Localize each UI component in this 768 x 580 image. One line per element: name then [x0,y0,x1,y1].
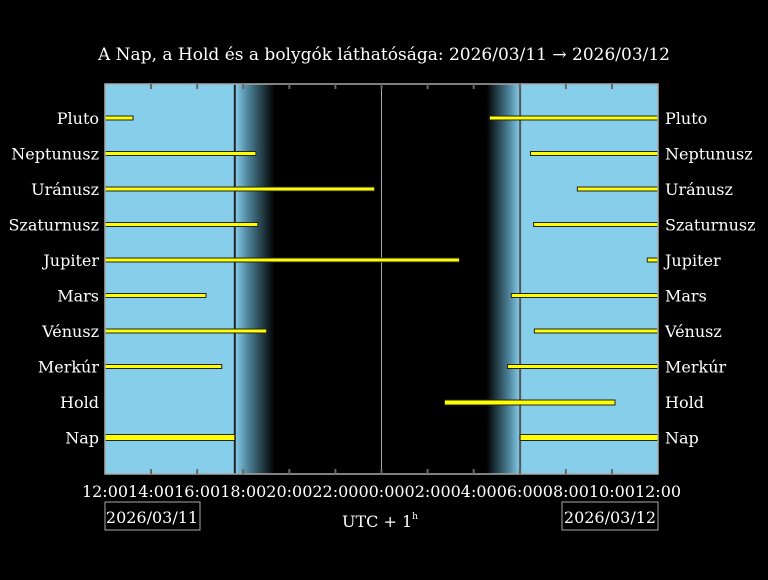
row-label-left: Mars [57,287,99,306]
visibility-bar-Mars [104,293,207,298]
row-label-left: Nap [65,429,99,448]
row-label-right: Jupiter [663,251,721,270]
visibility-bar-Neptunusz [104,151,257,156]
row-label-left: Merkúr [38,358,100,377]
chart-title: A Nap, a Hold és a bolygók láthatósága: … [97,45,670,65]
x-tick-label: 10:00 [589,482,635,501]
day-region-left [105,84,235,474]
dusk-twilight [234,84,275,474]
row-label-right: Vénusz [664,322,722,341]
row-label-right: Hold [665,393,704,412]
visibility-bar-Merkúr [506,364,659,369]
row-label-right: Mars [665,287,707,306]
date-left: 2026/03/11 [106,508,198,527]
plot-background [105,84,658,474]
row-label-right: Uránusz [665,180,733,199]
date-right-box [561,501,659,531]
x-tick-label: 14:00 [128,482,174,501]
visibility-bar-Merkúr [104,364,223,369]
visibility-bar-Uránusz [104,186,376,192]
visibility-bar-Szaturnusz [533,222,659,227]
row-label-right: Pluto [665,109,707,128]
row-label-right: Neptunusz [665,145,753,164]
day-region-right [520,84,658,474]
visibility-bar-Jupiter [104,257,460,263]
x-tick-label: 04:00 [451,482,497,501]
x-axis-label: UTC + 1h [342,512,418,531]
visibility-bar-Jupiter [646,257,659,263]
x-tick-label: 08:00 [543,482,589,501]
visibility-bar-Mars [510,293,659,298]
visibility-bar-Pluto [488,115,659,121]
row-label-left: Vénusz [41,322,99,341]
row-labels: Pluto Pluto Neptunusz Neptunusz Uránusz Uránu… [8,109,755,448]
x-tick-labels: 12:00 14:00 16:00 18:00 20:00 22:00 00:00 02:00… [82,482,681,501]
x-tick-label: 00:00 [358,482,404,501]
row-label-right: Nap [665,429,699,448]
visibility-bar-Vénusz [533,328,659,334]
x-tick-label: 20:00 [266,482,312,501]
row-label-left: Pluto [57,109,99,128]
date-left-box [104,501,201,531]
row-label-left: Szaturnusz [8,216,99,235]
plot-frame [104,83,659,475]
row-label-left: Uránusz [31,180,99,199]
visibility-bar-Pluto [104,115,134,121]
x-tick-label: 02:00 [405,482,451,501]
dawn-twilight [486,84,521,474]
row-label-left: Jupiter [41,251,99,270]
visibility-bar-Neptunusz [530,151,659,156]
row-label-left: Neptunusz [11,145,99,164]
x-tick-label: 06:00 [497,482,543,501]
visibility-bar-Uránusz [576,186,659,192]
x-tick-label: 18:00 [220,482,266,501]
visibility-bar-Nap [104,434,236,441]
x-tick-label: 16:00 [174,482,220,501]
bars [104,115,659,441]
date-right: 2026/03/12 [564,508,656,527]
x-tick-label: 22:00 [312,482,358,501]
visibility-bar-Nap [519,434,659,441]
row-label-right: Szaturnusz [665,216,756,235]
x-tick-label: 12:00 [82,482,128,501]
visibility-bar-Vénusz [104,328,268,334]
row-label-left: Hold [60,393,99,412]
row-label-right: Merkúr [665,358,727,377]
visibility-bar-Hold [443,399,616,406]
x-tick-label: 12:00 [635,482,681,501]
visibility-bar-Szaturnusz [104,222,259,227]
